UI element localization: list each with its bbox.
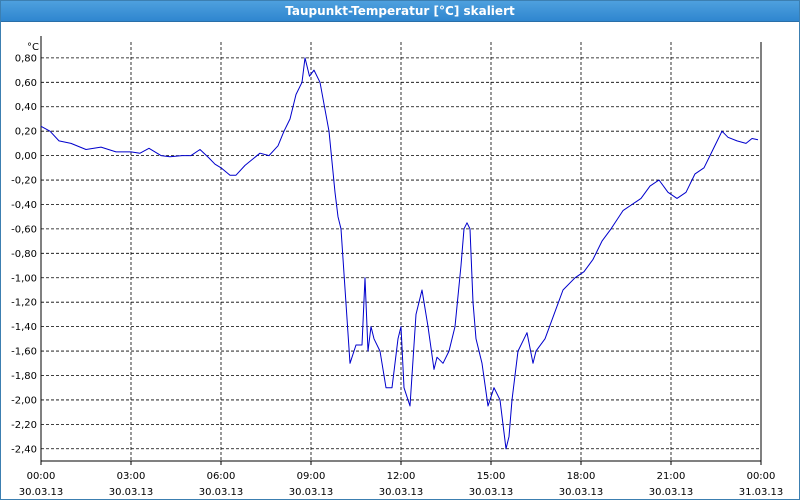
axes	[40, 36, 762, 465]
x-tick-label-date: 31.03.13	[739, 487, 784, 498]
y-tick-label: -0,60	[11, 224, 37, 235]
y-axis-unit-label: °C	[27, 42, 39, 53]
x-tick-label-time: 00:00	[747, 471, 776, 482]
y-tick-label: -1,60	[11, 347, 37, 358]
y-tick-label: -1,00	[11, 273, 37, 284]
x-tick-label-time: 03:00	[117, 471, 146, 482]
y-tick-label: -0,80	[11, 249, 37, 260]
x-tick-label-time: 06:00	[207, 471, 236, 482]
y-tick-label: -2,00	[11, 395, 37, 406]
x-tick-label-date: 30.03.13	[19, 487, 64, 498]
x-tick-label-time: 09:00	[297, 471, 326, 482]
y-tick-label: 0,00	[15, 151, 37, 162]
y-tick-label: -0,20	[11, 176, 37, 187]
y-tick-label: 0,20	[15, 127, 37, 138]
x-tick-label-time: 00:00	[27, 471, 56, 482]
x-tick-label-date: 30.03.13	[379, 487, 424, 498]
window-title: Taupunkt-Temperatur [°C] skaliert	[1, 1, 799, 22]
x-tick-label-date: 30.03.13	[649, 487, 694, 498]
series-layer	[40, 57, 759, 450]
x-tick-label-time: 15:00	[477, 471, 506, 482]
x-tick-label-time: 18:00	[567, 471, 596, 482]
y-tick-label: -1,80	[11, 371, 37, 382]
x-tick-label-time: 21:00	[657, 471, 686, 482]
y-tick-label: -2,40	[11, 444, 37, 455]
y-tick-label: -1,20	[11, 298, 37, 309]
y-tick-label: -2,20	[11, 420, 37, 431]
y-tick-label: 0,40	[15, 102, 37, 113]
x-tick-label-date: 30.03.13	[199, 487, 244, 498]
y-tick-label: -0,40	[11, 200, 37, 211]
x-tick-label-date: 30.03.13	[469, 487, 514, 498]
series-line	[40, 57, 759, 450]
x-tick-label-date: 30.03.13	[289, 487, 334, 498]
x-tick-label-date: 30.03.13	[559, 487, 604, 498]
y-tick-label: -1,40	[11, 322, 37, 333]
y-tick-label: 0,80	[15, 53, 37, 64]
tick-labels: -2,40 -2,20 -2,00 -1,80 -1,60 -1,40 -1,20 -1,00…	[11, 42, 783, 498]
y-tick-label: 0,60	[15, 78, 37, 89]
x-tick-label-date: 30.03.13	[109, 487, 154, 498]
x-tick-label-time: 12:00	[387, 471, 416, 482]
dew-point-line-chart: -2,40 -2,20 -2,00 -1,80 -1,60 -1,40 -1,20 -1,00…	[11, 36, 783, 498]
grid-lines	[41, 42, 761, 461]
